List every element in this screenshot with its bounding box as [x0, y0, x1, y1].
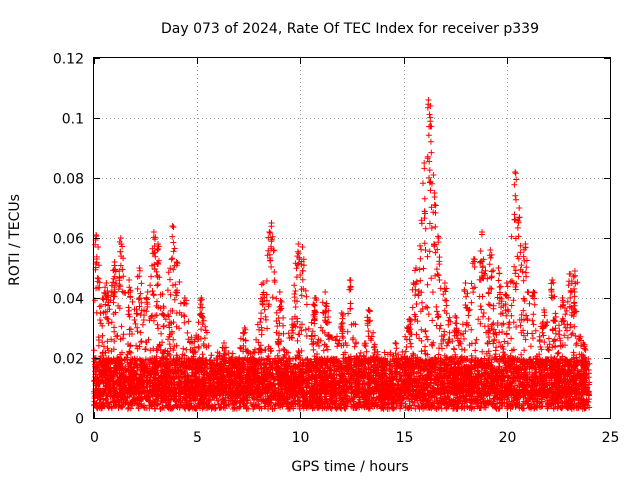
x-tick-labels: 0 5 10 15 20 25 — [90, 430, 619, 446]
axis-ticks — [94, 58, 611, 419]
x-tick-label: 0 — [90, 430, 99, 446]
y-tick-label: 0.06 — [53, 232, 84, 248]
x-tick-label: 15 — [396, 430, 414, 446]
y-tick-labels: 0 0.02 0.04 0.06 0.08 0.1 0.12 — [53, 52, 84, 428]
x-tick-label: 5 — [193, 430, 202, 446]
x-tick-label: 25 — [602, 430, 620, 446]
scatter-points — [91, 97, 593, 412]
y-tick-label: 0 — [75, 412, 84, 428]
y-tick-label: 0.02 — [53, 352, 84, 368]
y-tick-label: 0.12 — [53, 52, 84, 68]
x-axis-label: GPS time / hours — [291, 459, 408, 475]
plot-frame — [93, 57, 611, 419]
x-tick-label: 10 — [292, 430, 310, 446]
y-tick-label: 0.08 — [53, 172, 84, 188]
y-axis-label: ROTI / TECUs — [7, 194, 23, 286]
y-tick-label: 0.04 — [53, 292, 84, 308]
chart-title: Day 073 of 2024, Rate Of TEC Index for r… — [161, 21, 539, 37]
y-tick-label: 0.1 — [62, 112, 84, 128]
x-tick-label: 20 — [499, 430, 517, 446]
roti-series-points — [91, 97, 593, 412]
